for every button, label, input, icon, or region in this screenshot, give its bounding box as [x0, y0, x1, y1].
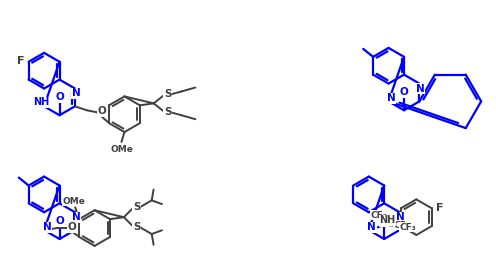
Text: NH: NH: [379, 215, 396, 225]
Text: O: O: [380, 216, 388, 226]
Text: F: F: [17, 56, 24, 66]
Text: CF₃: CF₃: [371, 211, 388, 220]
Text: S: S: [133, 222, 140, 232]
Text: N: N: [416, 84, 425, 94]
Text: N: N: [71, 212, 80, 222]
Text: O: O: [400, 87, 408, 97]
Text: O: O: [55, 216, 64, 226]
Text: OMe: OMe: [63, 197, 86, 206]
Text: N: N: [368, 222, 376, 232]
Text: N: N: [387, 94, 396, 103]
Text: N: N: [396, 212, 405, 222]
Text: O: O: [67, 222, 76, 232]
Text: CF₃: CF₃: [399, 222, 416, 232]
Text: S: S: [133, 202, 140, 212]
Text: OMe: OMe: [110, 145, 133, 154]
Text: O: O: [55, 92, 64, 102]
Text: N: N: [71, 89, 80, 98]
Text: CF₃: CF₃: [393, 221, 410, 230]
Text: F: F: [436, 203, 443, 213]
Text: S: S: [164, 107, 171, 117]
Text: O: O: [97, 106, 106, 116]
Text: S: S: [164, 89, 171, 100]
Text: N: N: [43, 222, 52, 232]
Text: NH: NH: [33, 97, 49, 107]
